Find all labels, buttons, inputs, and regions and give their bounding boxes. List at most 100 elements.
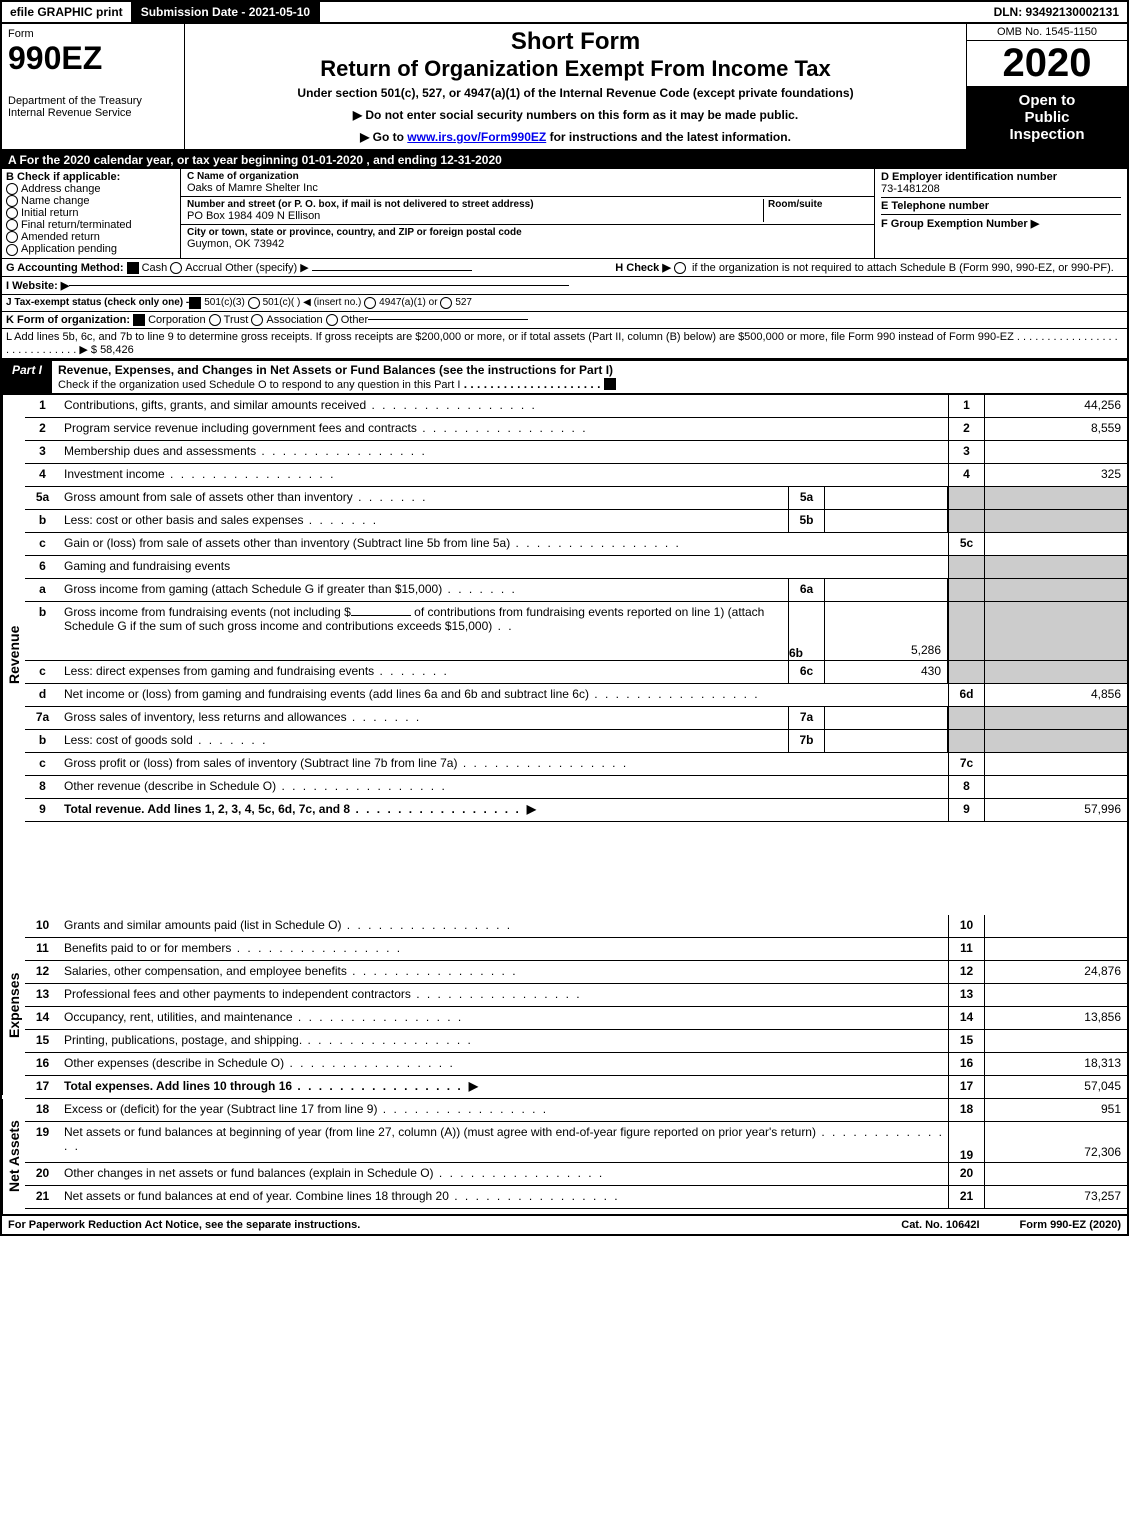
other-specify-input[interactable]	[312, 270, 472, 271]
other-org-input[interactable]	[368, 319, 528, 320]
addr-change-radio[interactable]	[6, 183, 18, 195]
line-ref: 2	[948, 418, 984, 440]
line-desc: Other expenses (describe in Schedule O) …	[60, 1053, 948, 1075]
line-ref: 8	[948, 776, 984, 798]
line-val	[984, 984, 1127, 1006]
line-ref: 6d	[948, 684, 984, 706]
501c3-label: 501(c)(3)	[204, 297, 245, 308]
part1-title: Revenue, Expenses, and Changes in Net As…	[58, 363, 613, 377]
line-desc: Gross amount from sale of assets other t…	[60, 487, 788, 509]
section-g-h: G Accounting Method: Cash Accrual Other …	[0, 259, 1129, 277]
line-desc: Total expenses. Add lines 10 through 16 …	[60, 1076, 948, 1098]
corporation-checkbox[interactable]	[133, 314, 145, 326]
6b-contrib-input[interactable]	[351, 615, 411, 616]
amended-return-radio[interactable]	[6, 231, 18, 243]
efile-print-button[interactable]: efile GRAPHIC print	[2, 2, 133, 22]
name-change-radio[interactable]	[6, 195, 18, 207]
501c-radio[interactable]	[248, 297, 260, 309]
open-line2: Public	[967, 109, 1127, 126]
sub-val	[825, 579, 948, 601]
line-ref-grey	[948, 510, 984, 532]
section-l: L Add lines 5b, 6c, and 7b to line 9 to …	[0, 329, 1129, 360]
irs-label: Internal Revenue Service	[8, 107, 178, 119]
line-ref: 7c	[948, 753, 984, 775]
irs-link[interactable]: www.irs.gov/Form990EZ	[407, 130, 546, 144]
line-18: 18 Excess or (deficit) for the year (Sub…	[25, 1099, 1127, 1122]
section-j: J Tax-exempt status (check only one) - 5…	[0, 295, 1129, 312]
website-input[interactable]	[69, 285, 569, 286]
cash-checkbox[interactable]	[127, 262, 139, 274]
line-desc: Membership dues and assessments . . . . …	[60, 441, 948, 463]
line-val-grey	[984, 707, 1127, 729]
sub-ref: 7b	[788, 730, 825, 752]
527-radio[interactable]	[440, 297, 452, 309]
short-form-title: Short Form	[189, 28, 962, 56]
line-val	[984, 533, 1127, 555]
line-desc: Gross income from gaming (attach Schedul…	[60, 579, 788, 601]
line-desc: Total revenue. Add lines 1, 2, 3, 4, 5c,…	[60, 799, 948, 821]
line-b: b Less: cost of goods sold . . . . . . .…	[25, 730, 1127, 753]
line-no: b	[25, 510, 60, 532]
line-no: 5a	[25, 487, 60, 509]
line-6b: b Gross income from fundraising events (…	[25, 602, 1127, 661]
line-desc: Net assets or fund balances at end of ye…	[60, 1186, 948, 1208]
line-desc: Excess or (deficit) for the year (Subtra…	[60, 1099, 948, 1121]
line-13: 13 Professional fees and other payments …	[25, 984, 1127, 1007]
line-val: 18,313	[984, 1053, 1127, 1075]
accrual-radio[interactable]	[170, 262, 182, 274]
line-desc: Gaming and fundraising events	[60, 556, 948, 578]
part1-table: Revenue 1 Contributions, gifts, grants, …	[0, 395, 1129, 1216]
association-radio[interactable]	[251, 314, 263, 326]
footer-catno: Cat. No. 10642I	[901, 1219, 979, 1231]
addr-change-label: Address change	[21, 183, 101, 195]
app-pending-radio[interactable]	[6, 244, 18, 256]
line-desc: Less: cost or other basis and sales expe…	[60, 510, 788, 532]
line-desc: Net income or (loss) from gaming and fun…	[60, 684, 948, 706]
accrual-label: Accrual	[185, 262, 222, 274]
line-no: b	[25, 602, 60, 660]
line-val	[984, 915, 1127, 937]
line-no: 10	[25, 915, 60, 937]
section-c: C Name of organization Oaks of Mamre She…	[181, 169, 874, 258]
section-k: K Form of organization: Corporation Trus…	[0, 312, 1129, 329]
line-val: 8,559	[984, 418, 1127, 440]
line-val: 24,876	[984, 961, 1127, 983]
line-ref-grey	[948, 661, 984, 683]
instr-post: for instructions and the latest informat…	[550, 130, 791, 144]
line-val	[984, 776, 1127, 798]
room-label: Room/suite	[768, 199, 868, 210]
line-ref-grey	[948, 602, 984, 660]
org-info-block: B Check if applicable: Address change Na…	[0, 169, 1129, 259]
instr-ssn: ▶ Do not enter social security numbers o…	[189, 108, 962, 122]
line-ref: 11	[948, 938, 984, 960]
line-ref: 5c	[948, 533, 984, 555]
line-desc: Investment income . . . . . . . . . . . …	[60, 464, 948, 486]
schedule-b-radio[interactable]	[674, 262, 686, 274]
line-ref: 16	[948, 1053, 984, 1075]
schedule-o-checkbox[interactable]	[604, 378, 616, 390]
final-return-radio[interactable]	[6, 219, 18, 231]
sub-val	[825, 730, 948, 752]
line-no: c	[25, 753, 60, 775]
group-exempt-label: F Group Exemption Number ▶	[881, 218, 1039, 230]
section-h-text: if the organization is not required to a…	[692, 262, 1114, 274]
other-org-radio[interactable]	[326, 314, 338, 326]
line-ref: 20	[948, 1163, 984, 1185]
line-desc: Gross profit or (loss) from sales of inv…	[60, 753, 948, 775]
line-7a: 7a Gross sales of inventory, less return…	[25, 707, 1127, 730]
4947-radio[interactable]	[364, 297, 376, 309]
omb-number: OMB No. 1545-1150	[967, 24, 1127, 41]
line-ref-grey	[948, 556, 984, 578]
trust-radio[interactable]	[209, 314, 221, 326]
501c3-checkbox[interactable]	[189, 297, 201, 309]
line-10: 10 Grants and similar amounts paid (list…	[25, 915, 1127, 938]
line-ref: 21	[948, 1186, 984, 1208]
other-specify-label: Other (specify) ▶	[225, 262, 309, 274]
initial-return-radio[interactable]	[6, 207, 18, 219]
sub-ref: 7a	[788, 707, 825, 729]
4947-label: 4947(a)(1) or	[379, 297, 437, 308]
org-city: Guymon, OK 73942	[187, 238, 868, 250]
line-9: 9 Total revenue. Add lines 1, 2, 3, 4, 5…	[25, 799, 1127, 822]
form-number: 990EZ	[8, 40, 178, 77]
line-ref: 1	[948, 395, 984, 417]
